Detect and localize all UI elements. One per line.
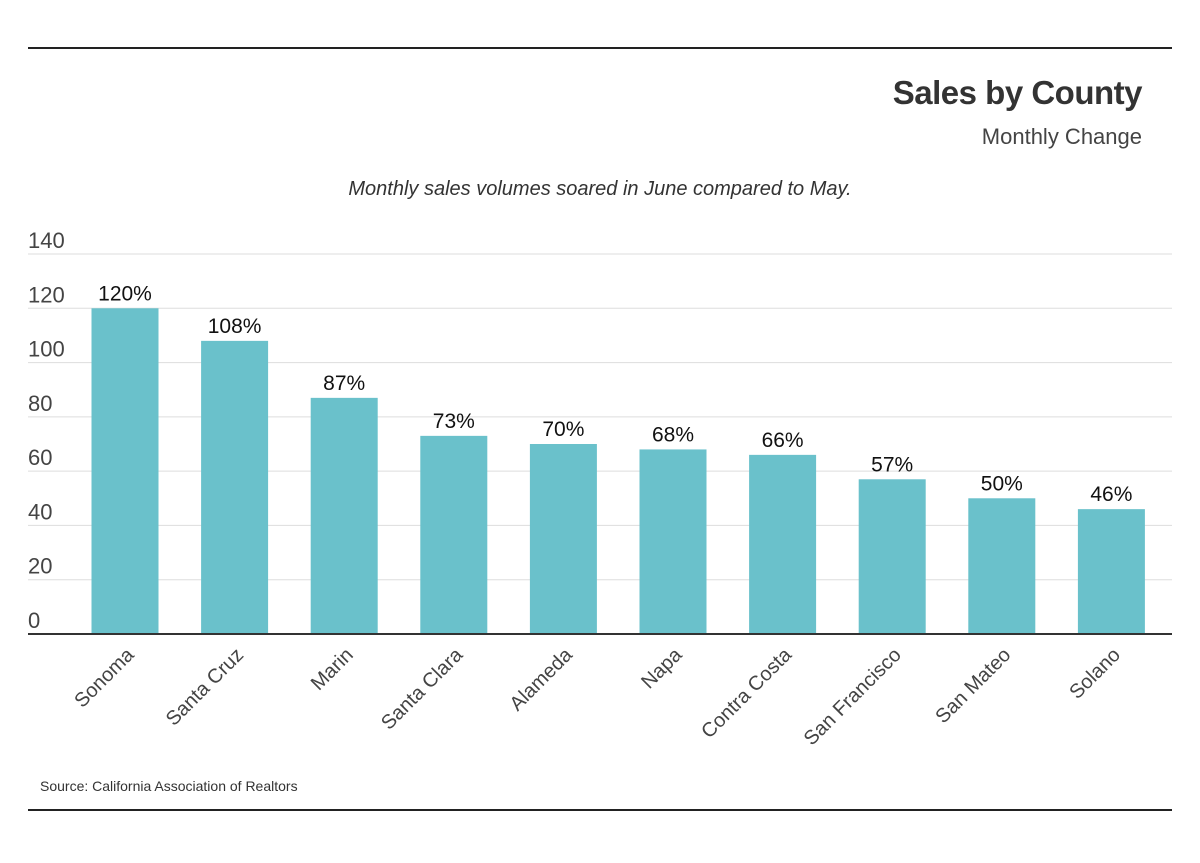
bars — [91, 308, 1145, 634]
x-tick-label: Solano — [1065, 644, 1125, 704]
y-tick-label: 100 — [28, 337, 65, 362]
data-label: 108% — [208, 315, 262, 338]
data-label: 46% — [1090, 483, 1132, 506]
bar — [968, 498, 1036, 634]
bar — [858, 479, 926, 634]
y-tick-label: 40 — [28, 499, 52, 524]
top-rule — [28, 47, 1172, 49]
chart-title: Sales by County — [892, 74, 1143, 111]
bar — [639, 449, 707, 634]
chart-subtitle: Monthly Change — [981, 124, 1142, 149]
y-tick-label: 60 — [28, 445, 52, 470]
data-label: 70% — [542, 418, 584, 441]
y-tick-label: 20 — [28, 554, 52, 579]
bottom-rule — [28, 809, 1172, 811]
x-tick-label: Marin — [307, 644, 358, 695]
chart-caption: Monthly sales volumes soared in June com… — [348, 178, 852, 200]
x-tick-label: Napa — [637, 643, 687, 693]
data-label: 50% — [981, 472, 1023, 495]
data-labels: 120% 108% 87% 73% 70% 68% 66% 57% 50% 46% — [98, 282, 1132, 506]
bar — [91, 308, 159, 634]
data-label: 120% — [98, 282, 152, 305]
x-tick-label: Santa Clara — [377, 643, 468, 734]
data-label: 87% — [323, 372, 365, 395]
bar — [529, 444, 597, 634]
x-tick-label: Contra Costa — [697, 643, 796, 742]
x-tick-label: San Francisco — [800, 644, 906, 750]
bar — [1077, 509, 1145, 634]
bar — [749, 454, 817, 634]
bar-chart: 0 20 40 60 80 100 120 140 120% 108% 87% 73% 70% 68% 6… — [28, 228, 1172, 750]
bar — [420, 435, 488, 634]
y-tick-label: 120 — [28, 282, 65, 307]
y-tick-label: 140 — [28, 228, 65, 253]
x-tick-label: Alameda — [506, 643, 578, 715]
data-label: 57% — [871, 453, 913, 476]
bar — [201, 340, 269, 634]
x-axis-ticks: Sonoma Santa Cruz Marin Santa Clara Alameda N… — [70, 643, 1125, 750]
x-tick-label: Sonoma — [70, 643, 139, 712]
x-tick-label: Santa Cruz — [162, 644, 248, 730]
y-tick-label: 0 — [28, 608, 40, 633]
y-axis-ticks: 0 20 40 60 80 100 120 140 — [28, 228, 65, 633]
x-tick-label: San Mateo — [931, 644, 1015, 728]
source-note: Source: California Association of Realto… — [40, 778, 298, 794]
bar — [310, 397, 378, 634]
data-label: 66% — [762, 429, 804, 452]
data-label: 73% — [433, 410, 475, 433]
data-label: 68% — [652, 423, 694, 446]
y-tick-label: 80 — [28, 391, 52, 416]
